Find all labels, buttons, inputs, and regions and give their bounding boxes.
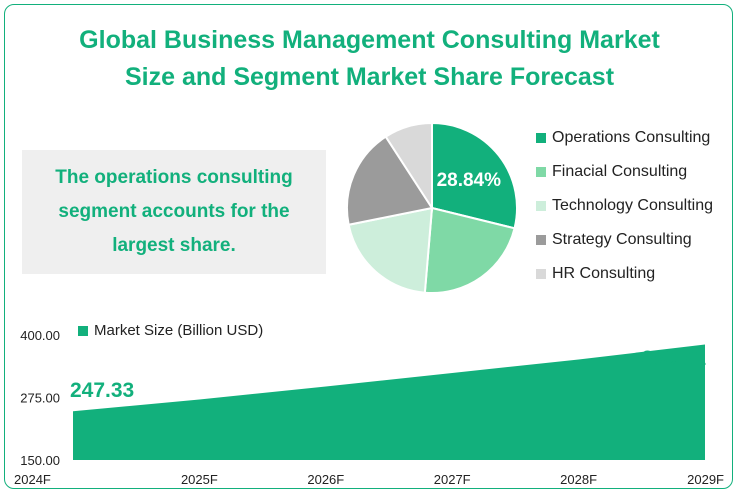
x-tick-label: 2029F <box>687 472 724 487</box>
pie-legend-item: Finacial Consulting <box>536 163 687 181</box>
pie-slice <box>384 121 433 212</box>
callout-text: The operations consulting segment accoun… <box>55 167 293 256</box>
y-tick-label: 150.00 <box>20 453 60 468</box>
pie-legend-label: Technology Consulting <box>552 197 713 214</box>
x-tick-label: 2024F <box>14 472 51 487</box>
area-data-label: 380.91 <box>642 347 707 370</box>
pie-slice <box>423 206 516 294</box>
pie-slice <box>347 206 434 294</box>
pie-legend-swatch <box>536 269 546 279</box>
chart-title: Global Business Management Consulting Ma… <box>0 22 739 96</box>
pie-slice <box>431 121 518 230</box>
chart-title-line-1: Global Business Management Consulting Ma… <box>79 26 660 54</box>
chart-title-line-2: Size and Segment Market Share Forecast <box>124 63 615 91</box>
pie-legend-swatch <box>536 167 546 177</box>
area-legend-swatch <box>78 325 88 336</box>
pie-legend-label: Finacial Consulting <box>552 163 688 180</box>
pie-legend-item: HR Consulting <box>536 265 655 283</box>
area-data-label: 247.33 <box>70 379 134 402</box>
pie-legend-label: HR Consulting <box>552 265 656 282</box>
pie-legend-label: Strategy Consulting <box>552 231 692 248</box>
pie-legend-item: Technology Consulting <box>536 197 713 215</box>
x-tick-label: 2026F <box>307 472 344 487</box>
area-legend-label: Market Size (Billion USD) <box>94 322 264 339</box>
pie-legend-item: Operations Consulting <box>536 129 710 147</box>
area-series <box>73 344 705 460</box>
y-tick-label: 400.00 <box>20 328 60 343</box>
x-tick-label: 2028F <box>560 472 597 487</box>
y-tick-label: 275.00 <box>20 391 60 406</box>
x-tick-label: 2025F <box>181 472 218 487</box>
pie-legend-swatch <box>536 201 546 211</box>
pie-legend-item: Strategy Consulting <box>536 231 692 249</box>
pie-slice <box>346 135 434 226</box>
pie-legend-label: Operations Consulting <box>552 129 711 146</box>
pie-data-label: 28.84% <box>437 170 502 191</box>
x-tick-label: 2027F <box>434 472 471 487</box>
pie-legend-swatch <box>536 235 546 245</box>
callout-box: The operations consulting segment accoun… <box>22 150 326 274</box>
area-legend: Market Size (Billion USD) <box>78 322 263 339</box>
pie-legend-swatch <box>536 133 546 143</box>
chart-frame <box>4 4 733 489</box>
